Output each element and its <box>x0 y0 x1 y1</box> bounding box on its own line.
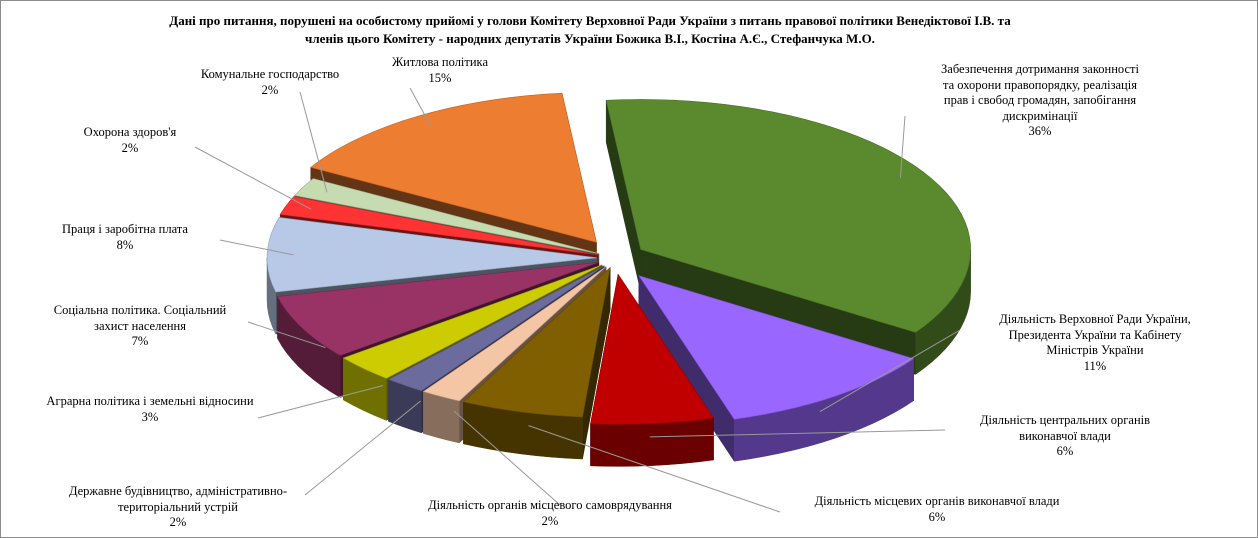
pie-slice-9 <box>279 196 599 256</box>
pie-slice-10 <box>294 178 599 254</box>
pie-slice-5 <box>387 265 605 392</box>
slice-label-1: Діяльність Верховної Ради України, Прези… <box>999 312 1191 373</box>
pie-slice-3 <box>462 266 611 418</box>
chart-title-line-2: членів цього Комітету - народних депутат… <box>305 31 875 46</box>
slice-label-3: Діяльність місцевих органів виконавчої в… <box>814 494 1060 524</box>
leader-line-5 <box>304 400 421 496</box>
slice-label-4: Діяльність органів місцевого самоврядува… <box>428 498 672 528</box>
slice-label-7: Соціальна політика. Соціальний захист на… <box>53 303 227 348</box>
leader-line-7 <box>247 321 326 349</box>
pie-slice-6 <box>342 264 603 379</box>
pie-tops <box>266 92 971 425</box>
leader-line-4 <box>453 410 561 506</box>
pie-slice-8 <box>266 217 598 293</box>
slice-label-9: Охорона здоров'я 2% <box>83 125 177 155</box>
leader-line-3 <box>528 425 781 513</box>
pie-slice-4 <box>422 266 607 402</box>
pie-slice-2 <box>590 273 715 425</box>
pie-slice-11 <box>310 92 597 243</box>
leader-line-6 <box>257 385 384 419</box>
pie-slice-7 <box>277 262 599 356</box>
leader-lines <box>194 87 961 513</box>
chart-title-line-1: Дані про питання, порушені на особистому… <box>169 13 1011 28</box>
pie-slice-0 <box>605 99 971 333</box>
chart-title: Дані про питання, порушені на особистому… <box>60 12 1120 48</box>
slice-label-6: Аграрна політика і земельні відносини 3% <box>46 394 254 424</box>
pie-slice-1 <box>638 275 915 420</box>
leader-line-10 <box>299 91 328 193</box>
slice-label-10: Комунальне господарство 2% <box>200 67 340 97</box>
slice-label-8: Праця і заробітна плата 8% <box>62 222 188 252</box>
slice-2-wall-0 <box>590 417 714 467</box>
leader-line-9 <box>194 146 312 210</box>
leader-line-0 <box>899 115 906 179</box>
leader-line-2 <box>649 429 946 438</box>
leader-line-1 <box>819 329 961 413</box>
slice-label-0: Забезпечення дотримання законності та ох… <box>941 62 1139 138</box>
slice-label-5: Державне будівництво, адміністративно- т… <box>68 484 288 529</box>
leader-line-11 <box>409 87 432 127</box>
slice-label-11: Житлова політика 15% <box>391 55 488 85</box>
slice-label-2: Діяльність центральних органів виконавчо… <box>979 413 1151 458</box>
leader-line-8 <box>219 239 294 256</box>
